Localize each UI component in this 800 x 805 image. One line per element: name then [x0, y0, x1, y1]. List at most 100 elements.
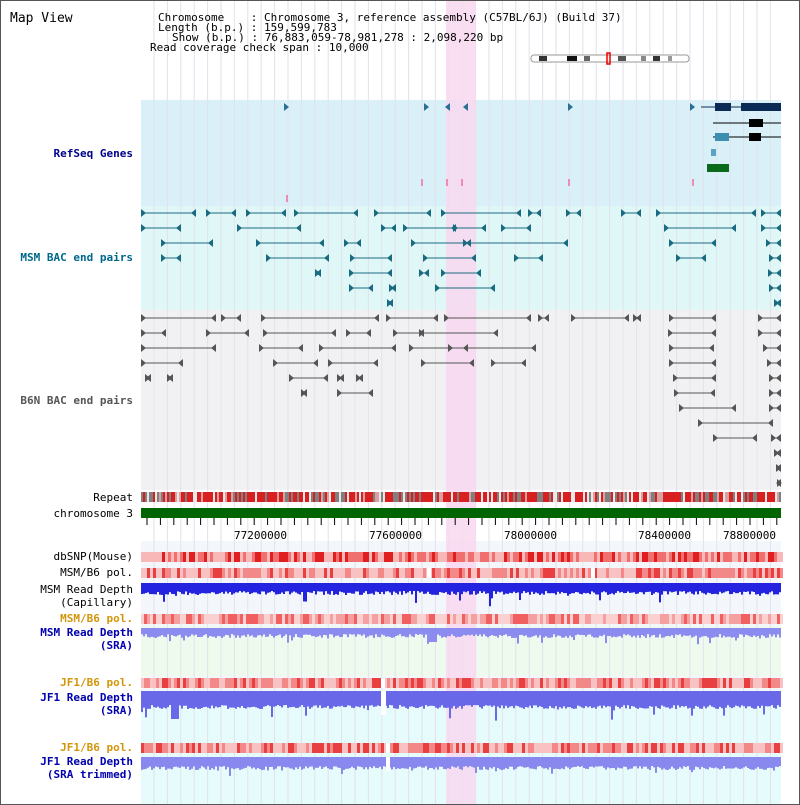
- polymorphism-cell: [447, 568, 450, 578]
- read-depth-bar: [553, 757, 555, 769]
- read-depth-bar: [559, 757, 561, 770]
- read-depth-bar: [341, 628, 343, 638]
- read-depth-bar: [227, 628, 229, 636]
- polymorphism-cell: [744, 552, 747, 562]
- read-depth-bar: [283, 628, 285, 637]
- polymorphism-cell: [144, 614, 147, 624]
- read-depth-bar: [449, 583, 451, 595]
- polymorphism-cell: [579, 678, 582, 688]
- msm-bac-pair-head: [636, 209, 641, 217]
- track-label-b6n-bac[interactable]: B6N BAC end pairs: [20, 394, 133, 407]
- polymorphism-cell: [222, 568, 225, 578]
- polymorphism-cell: [765, 678, 768, 688]
- read-depth-bar: [621, 691, 623, 707]
- read-depth-bar: [415, 583, 417, 603]
- polymorphism-cell: [420, 678, 423, 688]
- read-depth-bar: [321, 628, 323, 638]
- read-depth-bar: [517, 757, 519, 767]
- polymorphism-cell: [747, 568, 750, 578]
- read-depth-bar: [765, 583, 767, 595]
- read-depth-bar: [367, 583, 369, 595]
- read-depth-bar: [485, 691, 487, 706]
- read-depth-bar: [767, 583, 769, 595]
- polymorphism-cell: [243, 743, 246, 753]
- polymorphism-cell: [624, 743, 627, 753]
- coverage-info-row: Read coverage check span : 10,000: [150, 41, 369, 54]
- polymorphism-cell: [162, 678, 165, 688]
- polymorphism-cell: [705, 552, 708, 562]
- polymorphism-cell: [504, 568, 507, 578]
- polymorphism-cell: [399, 743, 402, 753]
- read-depth-bar: [447, 628, 449, 637]
- axis-tick-label: 78000000: [504, 529, 557, 542]
- read-depth-bar: [739, 628, 741, 635]
- polymorphism-cell: [192, 614, 195, 624]
- b6n-bac-pair-head: [731, 404, 736, 412]
- track-label-msm-bac[interactable]: MSM BAC end pairs: [20, 251, 133, 264]
- polymorphism-cell: [492, 743, 495, 753]
- b6n-bac-pair-head: [674, 389, 679, 397]
- polymorphism-cell: [489, 552, 492, 562]
- msm-bac-pair-head: [246, 209, 251, 217]
- read-depth-bar: [733, 628, 735, 638]
- repeat-segment: [387, 492, 389, 502]
- polymorphism-cell: [351, 552, 354, 562]
- b6n-bac-pair-head: [571, 314, 576, 322]
- read-depth-bar: [237, 583, 239, 593]
- polymorphism-cell: [603, 614, 606, 624]
- read-depth-bar: [527, 628, 529, 638]
- read-depth-bar: [487, 757, 489, 770]
- polymorphism-cell: [753, 552, 756, 562]
- polymorphism-cell: [345, 743, 348, 753]
- repeat-segment: [311, 492, 313, 502]
- read-depth-bar: [545, 628, 547, 637]
- b6n-bac-pair-head: [491, 359, 496, 367]
- read-depth-bar: [523, 583, 525, 592]
- polymorphism-cell: [636, 552, 639, 562]
- polymorphism-cell: [339, 678, 342, 688]
- read-depth-bar: [251, 583, 253, 594]
- polymorphism-cell: [417, 552, 420, 562]
- polymorphism-cell: [468, 678, 471, 688]
- read-depth-bar: [479, 757, 481, 770]
- polymorphism-cell: [291, 678, 294, 688]
- repeat-segment: [265, 492, 267, 502]
- msm-bac-pair-head: [776, 299, 781, 307]
- read-depth-bar: [227, 757, 229, 768]
- polymorphism-cell: [186, 614, 189, 624]
- polymorphism-cell: [594, 614, 597, 624]
- read-depth-bar: [437, 757, 439, 770]
- polymorphism-cell: [303, 678, 306, 688]
- msm-bac-pair-head: [776, 224, 781, 232]
- track-label-refseq[interactable]: RefSeq Genes: [53, 147, 133, 160]
- read-depth-bar: [731, 757, 733, 769]
- polymorphism-cell: [384, 678, 387, 688]
- polymorphism-cell: [480, 614, 483, 624]
- polymorphism-cell: [195, 568, 198, 578]
- polymorphism-cell: [546, 552, 549, 562]
- polymorphism-cell: [576, 743, 579, 753]
- read-depth-bar: [455, 757, 457, 768]
- polymorphism-cell: [699, 678, 702, 688]
- polymorphism-cell: [579, 552, 582, 562]
- repeat-segment: [481, 492, 483, 502]
- polymorphism-cell: [585, 614, 588, 624]
- read-depth-bar: [217, 583, 219, 594]
- polymorphism-cell: [297, 743, 300, 753]
- read-depth-bar: [287, 691, 289, 708]
- read-depth-bar: [213, 583, 215, 593]
- read-depth-bar: [551, 583, 553, 594]
- polymorphism-cell: [702, 568, 705, 578]
- read-depth-bar: [387, 583, 389, 592]
- repeat-segment: [225, 492, 227, 502]
- read-depth-bar: [375, 757, 377, 768]
- read-depth-bar: [171, 583, 173, 594]
- read-depth-bar: [669, 757, 671, 769]
- polymorphism-cell: [522, 614, 525, 624]
- polymorphism-cell: [201, 743, 204, 753]
- read-depth-bar: [523, 628, 525, 637]
- polymorphism-cell: [543, 614, 546, 624]
- read-depth-bar: [719, 628, 721, 635]
- polymorphism-cell: [234, 614, 237, 624]
